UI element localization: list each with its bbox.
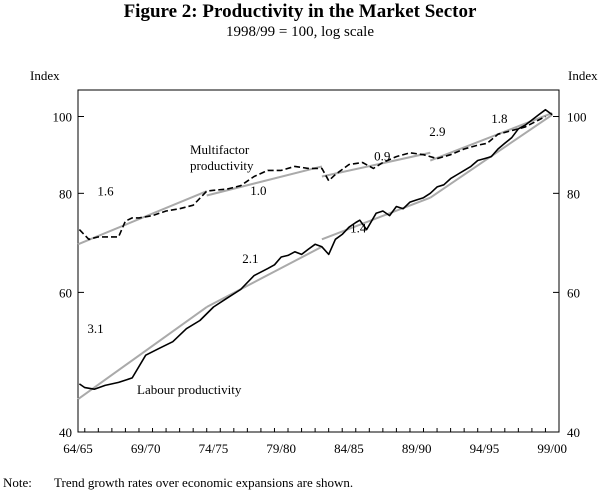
x-tick-label-99-00: 99/00 xyxy=(537,441,567,456)
trend-rate-label-0-9: 0.9 xyxy=(374,149,390,164)
trend-rate-label-2-1: 2.1 xyxy=(242,251,258,266)
trend-line-2-1 xyxy=(206,245,323,308)
x-tick-label-64-65: 64/65 xyxy=(63,441,93,456)
y-tick-label-left-80: 80 xyxy=(59,186,72,201)
y-tick-label-right-40: 40 xyxy=(567,425,580,440)
y-axis-label-right: Index xyxy=(568,68,598,83)
y-axis-label-left: Index xyxy=(30,68,60,83)
x-tick-label-89-90: 89/90 xyxy=(402,441,432,456)
lp-series-label: Labour productivity xyxy=(137,382,242,397)
note-label: Note: xyxy=(3,475,32,490)
trend-line-3-1 xyxy=(77,306,208,400)
trend-rate-label-1-6: 1.6 xyxy=(97,184,114,199)
y-tick-label-left-60: 60 xyxy=(59,285,72,300)
mfp-series-label-line1: Multifactor xyxy=(190,142,250,157)
mfp-productivity-line xyxy=(78,115,546,241)
trend-line-0-9 xyxy=(321,151,431,178)
plot-frame xyxy=(77,89,560,433)
note-text: Trend growth rates over economic expansi… xyxy=(54,475,354,490)
trend-rate-label-3-1: 3.1 xyxy=(87,321,103,336)
trend-rate-label-2-9: 2.9 xyxy=(429,124,445,139)
trend-rate-label-1-8: 1.8 xyxy=(491,111,507,126)
trend-line-1-6 xyxy=(77,190,208,246)
x-tick-label-94-95: 94/95 xyxy=(470,441,500,456)
x-tick-label-69-70: 69/70 xyxy=(131,441,161,456)
trend-line-1-4 xyxy=(321,196,431,241)
labour-productivity-line xyxy=(78,108,553,391)
trend-rate-label-1-4: 1.4 xyxy=(350,220,367,235)
x-tick-label-74-75: 74/75 xyxy=(199,441,229,456)
trend-rate-label-1-0: 1.0 xyxy=(250,183,266,198)
y-tick-label-right-60: 60 xyxy=(567,285,580,300)
y-tick-label-right-100: 100 xyxy=(567,109,587,124)
y-tick-label-left-100: 100 xyxy=(53,109,73,124)
trend-line-1-0 xyxy=(206,165,323,197)
y-tick-label-left-40: 40 xyxy=(59,425,72,440)
chart-title: Figure 2: Productivity in the Market Sec… xyxy=(123,1,477,22)
mfp-series-label-line2: productivity xyxy=(190,158,254,173)
chart-subtitle: 1998/99 = 100, log scale xyxy=(225,24,375,40)
x-tick-label-84-85: 84/85 xyxy=(334,441,364,456)
y-tick-label-right-80: 80 xyxy=(567,186,580,201)
x-tick-label-79-80: 79/80 xyxy=(266,441,296,456)
